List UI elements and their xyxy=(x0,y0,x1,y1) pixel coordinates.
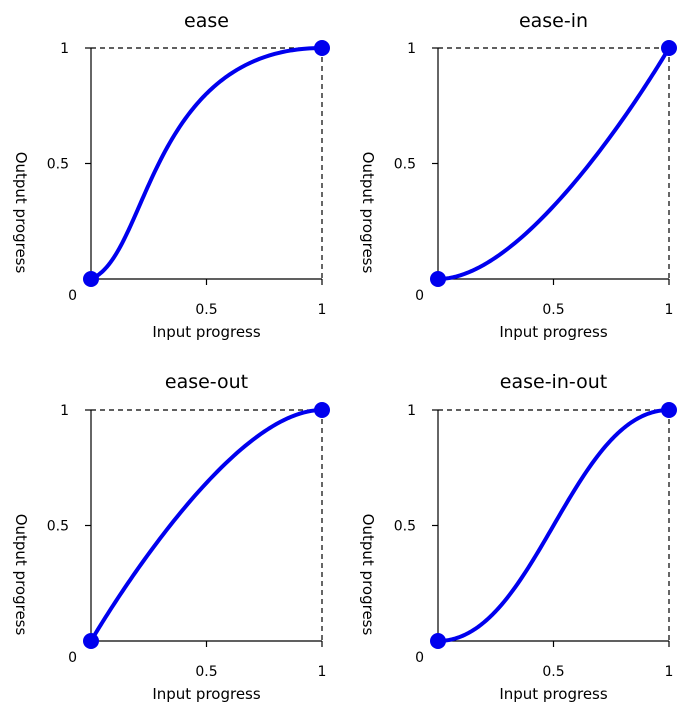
x-axis-label: Input progress xyxy=(152,685,261,703)
start-point-marker xyxy=(83,271,99,287)
x-axis-label: Input progress xyxy=(152,323,261,341)
x-tick-label: 0.5 xyxy=(542,664,564,680)
chart-title: ease-in xyxy=(519,10,588,32)
x-axis-label: Input progress xyxy=(499,685,608,703)
y-tick-label: 0 xyxy=(415,288,424,304)
chart-title: ease-in-out xyxy=(500,371,607,393)
x-tick-label: 1 xyxy=(665,302,674,318)
y-tick-label: 1 xyxy=(60,403,69,419)
chart-panel-ease-in: ease-in 0 0.5 1 0.5 1 Input progress Output pro… xyxy=(359,10,677,341)
y-tick-label: 0.5 xyxy=(394,157,416,173)
y-tick-label: 0.5 xyxy=(47,519,69,535)
easing-curve xyxy=(89,408,324,643)
y-tick-label: 1 xyxy=(407,41,416,57)
start-point-marker xyxy=(83,633,99,649)
x-tick-label: 1 xyxy=(665,664,674,680)
chart-panel-ease: ease 0 0.5 1 0.5 1 Input progress Output progre… xyxy=(12,10,330,341)
easing-curve xyxy=(436,46,671,281)
start-point-marker xyxy=(430,271,446,287)
end-point-marker xyxy=(314,402,330,418)
chart-panel-ease-in-out: ease-in-out 0 0.5 1 0.5 1 Input progress Output… xyxy=(359,371,677,703)
x-tick-label: 0.5 xyxy=(542,302,564,318)
chart-title: ease xyxy=(184,10,229,32)
y-axis-label: Output progress xyxy=(12,514,30,636)
start-point-marker xyxy=(430,633,446,649)
x-tick-label: 0.5 xyxy=(195,302,217,318)
easing-curve xyxy=(89,46,324,281)
x-axis-label: Input progress xyxy=(499,323,608,341)
y-tick-label: 0.5 xyxy=(47,157,69,173)
x-tick-label: 1 xyxy=(318,664,327,680)
chart-title: ease-out xyxy=(165,371,248,393)
y-tick-label: 0 xyxy=(68,288,77,304)
y-axis-label: Output progress xyxy=(359,514,377,636)
x-tick-label: 1 xyxy=(318,302,327,318)
easing-curve xyxy=(436,408,671,643)
x-tick-label: 0.5 xyxy=(195,664,217,680)
y-axis-label: Output progress xyxy=(12,152,30,274)
end-point-marker xyxy=(314,40,330,56)
y-tick-label: 0 xyxy=(68,650,77,666)
y-axis-label: Output progress xyxy=(359,152,377,274)
end-point-marker xyxy=(661,40,677,56)
y-tick-label: 0.5 xyxy=(394,519,416,535)
y-tick-label: 1 xyxy=(407,403,416,419)
end-point-marker xyxy=(661,402,677,418)
y-tick-label: 0 xyxy=(415,650,424,666)
y-tick-label: 1 xyxy=(60,41,69,57)
chart-panel-ease-out: ease-out 0 0.5 1 0.5 1 Input progress Output pr… xyxy=(12,371,330,703)
